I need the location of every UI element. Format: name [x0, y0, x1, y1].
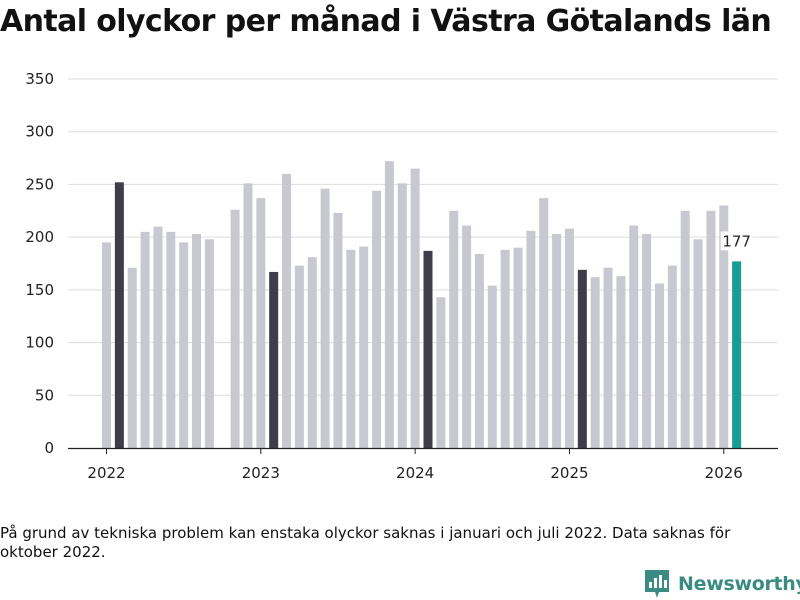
bar-2025-10: [680, 210, 690, 448]
x-tick-label: 2024: [396, 464, 434, 482]
bar-2023-09: [359, 246, 369, 448]
bar-2022-12: [243, 183, 253, 448]
bar-2023-01: [256, 198, 266, 448]
bar-2024-02: [423, 250, 433, 448]
y-tick-label: 250: [25, 175, 54, 193]
bar-2025-01: [564, 228, 574, 448]
y-tick-label: 350: [25, 70, 54, 88]
bar-2022-02: [114, 182, 124, 448]
bar-2022-09: [204, 239, 214, 448]
bar-2025-04: [603, 267, 613, 448]
bar-2025-07: [642, 233, 652, 448]
brand-name: Newsworthy: [678, 573, 800, 595]
footnote: På grund av tekniska problem kan enstaka…: [0, 524, 731, 561]
bar-2024-08: [500, 249, 510, 448]
x-tick-label: 2022: [87, 464, 125, 482]
bar-2025-09: [667, 265, 677, 448]
bar-2023-11: [384, 161, 394, 448]
bar-2024-06: [474, 254, 484, 448]
bar-2026-01: [719, 205, 729, 448]
y-tick-label: 200: [25, 228, 54, 246]
bar-2024-11: [539, 198, 549, 448]
bar-2022-05: [153, 226, 163, 448]
bar-2023-08: [346, 249, 356, 448]
data-labels: 177: [720, 231, 753, 251]
y-tick-label: 50: [35, 386, 54, 404]
bar-2022-08: [192, 233, 202, 448]
x-tick-label: 2025: [550, 464, 588, 482]
bar-2023-02: [269, 271, 279, 448]
data-label-background: [720, 231, 753, 251]
bar-2023-10: [372, 190, 382, 448]
bar-2023-07: [333, 212, 343, 448]
bar-2024-07: [487, 285, 497, 448]
y-tick-label: 300: [25, 123, 54, 141]
bar-2023-05: [307, 257, 317, 448]
bar-2024-05: [462, 225, 472, 448]
bar-2025-03: [590, 277, 600, 448]
x-tick-label: 2026: [705, 464, 743, 482]
bar-2023-04: [294, 265, 304, 448]
newsworthy-logo[interactable]: Newsworthy: [644, 568, 800, 600]
bar-2024-03: [436, 297, 446, 448]
x-tick-label: 2023: [242, 464, 280, 482]
bar-2025-12: [706, 210, 716, 448]
bar-2022-04: [140, 231, 150, 448]
bar-2022-07: [179, 242, 189, 448]
bar-2024-10: [526, 230, 536, 448]
bar-2022-01: [102, 242, 111, 448]
bar-2023-06: [320, 188, 330, 448]
data-label-latest: 177: [722, 232, 751, 250]
bar-2022-11: [230, 209, 240, 448]
bar-2023-03: [282, 173, 292, 448]
newsworthy-logo-icon: [645, 570, 669, 598]
bars: [102, 161, 742, 449]
chart-title: Antal olyckor per månad i Västra Götalan…: [0, 4, 772, 39]
y-axis-tick-labels: 0 50 100 150 200 250 300 350: [25, 70, 54, 457]
bar-2025-11: [693, 239, 703, 448]
bar-2022-03: [127, 267, 137, 448]
bar-2022-06: [166, 231, 176, 448]
bar-2025-08: [654, 283, 664, 448]
bar-2024-09: [513, 247, 523, 448]
bar-2025-05: [616, 276, 626, 448]
x-axis-tick-labels: 2022 2023 2024 2025 2026: [87, 464, 742, 482]
y-tick-label: 100: [25, 334, 54, 352]
bar-2026-02: [732, 261, 742, 448]
bar-2025-02: [577, 269, 587, 448]
bar-2024-12: [552, 233, 562, 448]
x-axis: [68, 447, 778, 454]
bar-2025-06: [629, 225, 639, 448]
bar-2024-01: [410, 168, 420, 449]
y-tick-label: 150: [25, 281, 54, 299]
y-tick-label: 0: [44, 439, 54, 457]
bar-2023-12: [397, 183, 407, 448]
bar-2024-04: [449, 210, 459, 448]
